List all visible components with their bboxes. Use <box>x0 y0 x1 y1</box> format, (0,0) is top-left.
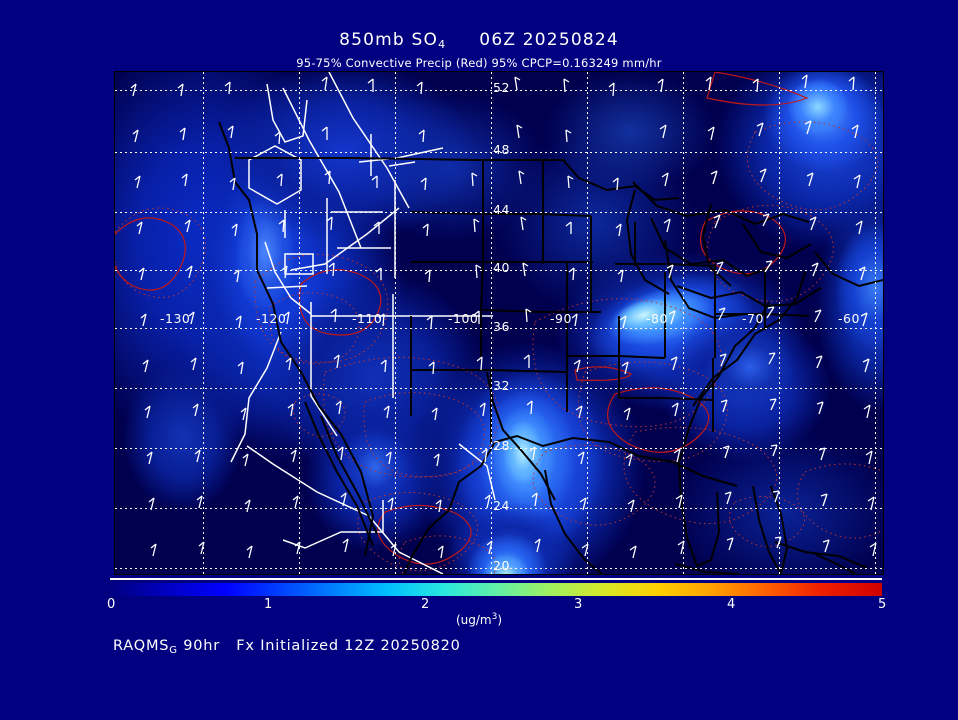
title-subscript: 4 <box>438 38 447 51</box>
colorbar-tick-4: 4 <box>727 597 736 612</box>
gridline-lat-24 <box>115 508 883 509</box>
so4-blob-mexico <box>483 554 529 574</box>
gridline-lat-48 <box>115 152 883 153</box>
lon-tick--130: -130 <box>160 311 191 326</box>
units-exponent: 3 <box>491 612 498 622</box>
map-field-layer: 52 48 44 40 36 32 28 24 20 -130 -120 -11… <box>115 72 883 574</box>
lon-tick--110: -110 <box>352 311 383 326</box>
gridline-lat-28 <box>115 448 883 449</box>
lat-tick-40: 40 <box>493 260 510 275</box>
gridline-lon--90 <box>587 72 588 574</box>
gridline-lon--110 <box>395 72 396 574</box>
lat-tick-20: 20 <box>493 558 510 573</box>
lat-tick-36: 36 <box>493 319 510 334</box>
gridline-lon--60 <box>875 72 876 574</box>
convective-precip-75-contours <box>115 121 883 574</box>
lat-tick-48: 48 <box>493 142 510 157</box>
lon-tick--120: -120 <box>256 311 287 326</box>
lat-tick-28: 28 <box>493 438 510 453</box>
colorbar-tick-2: 2 <box>421 597 430 612</box>
footer-model-subscript: G <box>169 645 178 656</box>
gridline-lat-36 <box>115 328 883 329</box>
so4-blob <box>123 362 243 512</box>
footer-forecast-info: 90hr Fx Initialized 12Z 20250820 <box>177 638 461 654</box>
wind-barbs <box>130 74 877 559</box>
colorbar-top-rule <box>110 578 882 580</box>
colorbar <box>110 583 882 596</box>
lat-tick-52: 52 <box>493 80 510 95</box>
gridline-lat-20 <box>115 568 883 569</box>
colorbar-units-label: (ug/m3) <box>0 612 958 627</box>
gridline-lon--70 <box>779 72 780 574</box>
map-overlay-svg <box>115 72 883 574</box>
units-open: (ug/m <box>455 613 492 627</box>
so4-blob-northeast <box>787 78 849 136</box>
title-valid-time: 06Z 20250824 <box>479 30 619 50</box>
gridline-lon--120 <box>299 72 300 574</box>
gridline-lon--100 <box>491 72 492 574</box>
colorbar-tick-5: 5 <box>878 597 887 612</box>
gridline-lat-40 <box>115 270 883 271</box>
page-subtitle: 95-75% Convective Precip (Red) 95% CPCP=… <box>296 56 662 70</box>
gridline-lat-52 <box>115 90 883 91</box>
gridline-lon--80 <box>683 72 684 574</box>
lon-tick--90: -90 <box>550 311 572 326</box>
colorbar-tick-3: 3 <box>574 597 583 612</box>
lon-tick--70: -70 <box>742 311 764 326</box>
coastlines-borders-black <box>218 121 883 574</box>
lon-tick--100: -100 <box>448 311 479 326</box>
lat-tick-44: 44 <box>493 202 510 217</box>
colorbar-tick-0: 0 <box>107 597 116 612</box>
lat-tick-32: 32 <box>493 378 510 393</box>
lat-tick-24: 24 <box>493 498 510 513</box>
lon-tick--60: -60 <box>838 311 860 326</box>
footer-model-name: RAQMS <box>113 638 170 654</box>
colorbar-tick-1: 1 <box>264 597 273 612</box>
footer-model-info: RAQMSG 90hr Fx Initialized 12Z 20250820 <box>113 638 461 656</box>
lon-tick--80: -80 <box>646 311 668 326</box>
so4-blob <box>340 427 410 507</box>
units-close: ) <box>497 613 503 627</box>
title-variable: 850mb SO <box>339 30 439 50</box>
gridline-lat-32 <box>115 388 883 389</box>
map-plot-area: 52 48 44 40 36 32 28 24 20 -130 -120 -11… <box>114 71 884 575</box>
page-title: 850mb SO4 06Z 20250824 <box>0 30 958 51</box>
gridline-lon--130 <box>203 72 204 574</box>
gridline-lat-44 <box>115 212 883 213</box>
